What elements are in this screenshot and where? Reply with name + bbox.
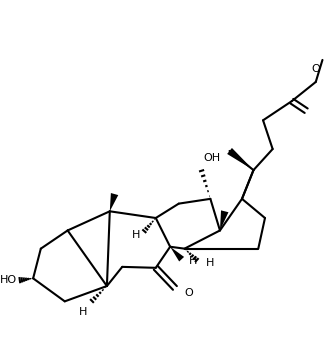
Polygon shape [170,247,184,262]
Text: O: O [184,288,193,298]
Text: H: H [79,307,88,317]
Text: O: O [311,64,320,74]
Text: OH: OH [204,154,221,164]
Polygon shape [227,148,253,170]
Polygon shape [110,193,118,211]
Polygon shape [242,170,253,199]
Polygon shape [220,210,228,230]
Text: H: H [132,230,141,240]
Text: H: H [205,258,214,268]
Text: HO: HO [0,275,17,285]
Text: H: H [189,256,198,266]
